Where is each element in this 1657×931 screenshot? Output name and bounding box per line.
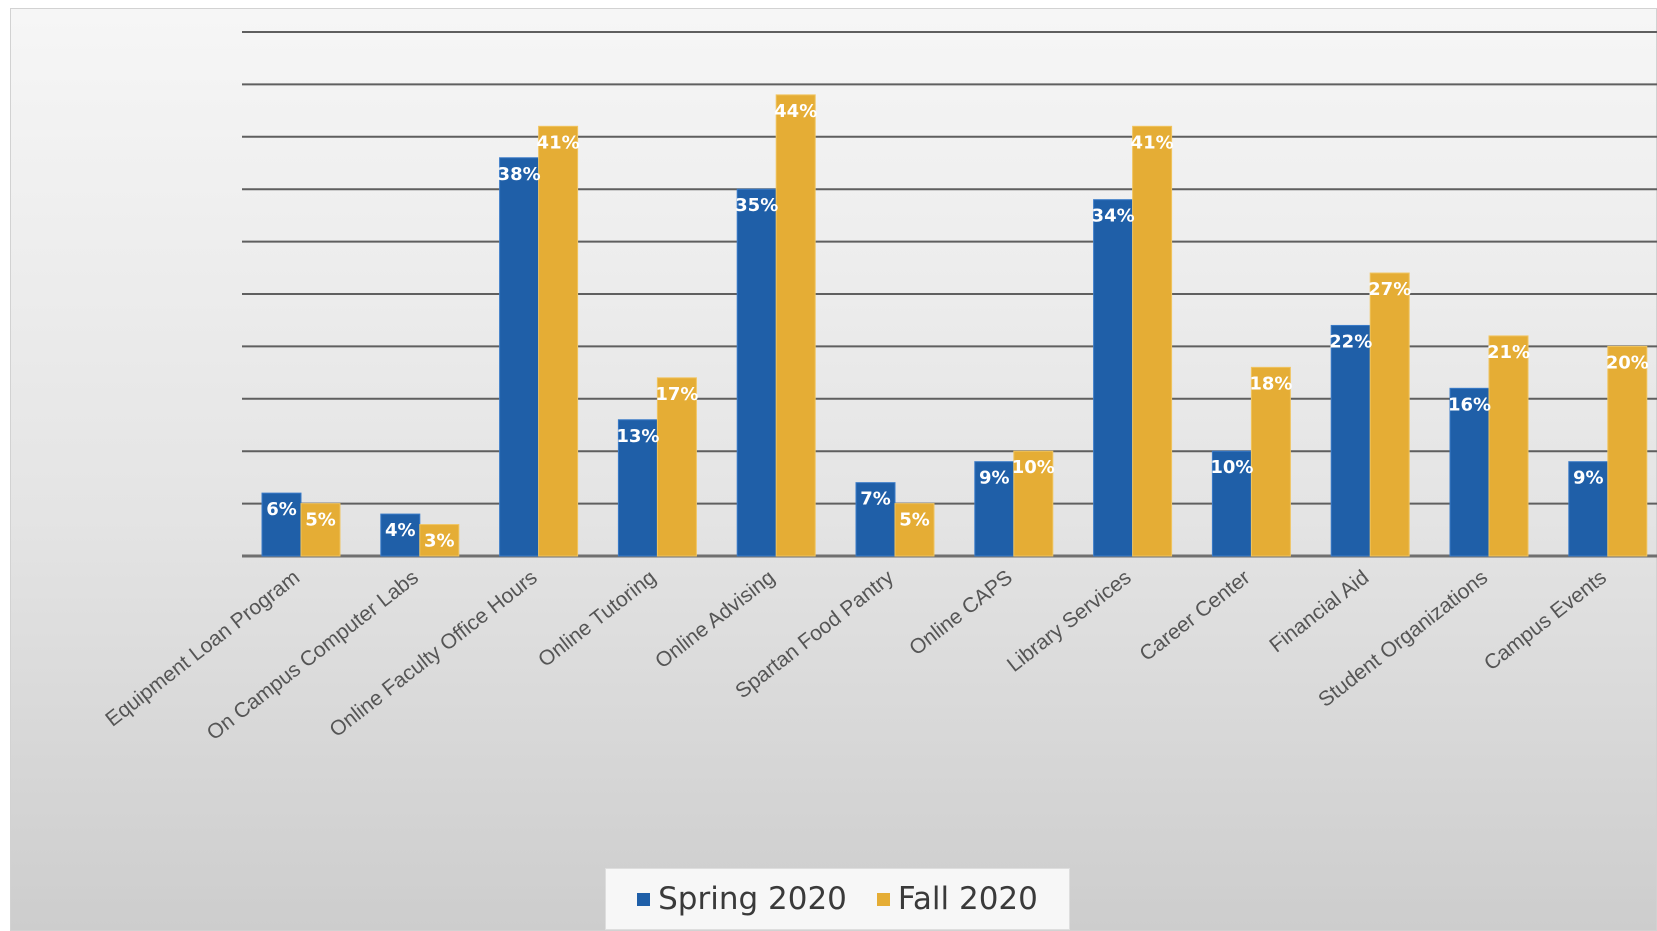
bar-fall (1250, 366, 1291, 557)
data-label: 34% (1092, 206, 1135, 227)
data-label: 13% (616, 426, 659, 447)
x-tick-label: Equipment Loan Program (101, 566, 304, 731)
data-label: 27% (1368, 279, 1411, 300)
legend: Spring 2020 Fall 2020 (605, 868, 1070, 930)
bar-fall (538, 125, 579, 557)
data-label: 10% (1012, 457, 1055, 478)
data-label: 44% (774, 101, 817, 122)
bar-fall (775, 94, 816, 557)
bar-spring (261, 492, 302, 557)
legend-label-fall: Fall 2020 (897, 881, 1038, 917)
bar-fall (1132, 125, 1173, 557)
data-label: 4% (385, 520, 416, 541)
data-label: 17% (655, 384, 698, 405)
bar-spring (380, 513, 421, 557)
x-tick-label: Online Advising (651, 566, 779, 673)
data-labels: 6% 5% 4% 3%38%41%13%17%35%44%7%5%9% 10%34%41… (266, 101, 1649, 552)
data-label: 41% (537, 132, 580, 153)
x-tick-label: Online Faculty Office Hours (325, 566, 541, 742)
x-tick-label: Online Tutoring (534, 566, 660, 672)
data-label: 18% (1249, 373, 1292, 394)
data-label: 21% (1487, 342, 1530, 363)
bar-spring (1093, 199, 1134, 557)
bar-spring (617, 419, 658, 557)
data-label: 3% (424, 531, 455, 552)
data-label: 35% (735, 195, 778, 216)
bar-fall (1488, 335, 1529, 557)
bar-fall (1013, 450, 1054, 557)
bar-fall (894, 503, 935, 557)
bar-spring (1330, 324, 1371, 557)
bars (261, 94, 1648, 557)
legend-swatch-fall (876, 892, 890, 906)
data-label: 7% (860, 489, 891, 510)
data-label: 38% (498, 164, 541, 185)
data-label: 22% (1329, 331, 1372, 352)
bar-spring (1568, 461, 1609, 557)
bar-fall (1369, 272, 1410, 557)
legend-item-fall: Fall 2020 (876, 881, 1038, 917)
data-label: 6% (266, 499, 297, 520)
gridlines (242, 31, 1657, 558)
data-label: 9% (1573, 468, 1604, 489)
bar-spring (1211, 450, 1252, 557)
x-tick-label: Financial Aid (1265, 566, 1373, 657)
x-tick-label: Online CAPS (905, 566, 1017, 660)
bar-spring (499, 157, 540, 557)
x-tick-label: Campus Events (1480, 566, 1611, 675)
data-label: 5% (899, 510, 930, 531)
x-tick-label: Library Services (1003, 566, 1136, 677)
data-label: 41% (1131, 132, 1174, 153)
bar-spring (1449, 387, 1490, 557)
legend-item-spring: Spring 2020 (637, 881, 847, 917)
data-label: 9% (979, 468, 1010, 489)
data-label: 20% (1606, 352, 1649, 373)
bar-fall (419, 524, 460, 557)
bar-spring (736, 188, 777, 557)
bar-spring (974, 461, 1015, 557)
x-tick-label: Career Center (1135, 566, 1254, 666)
legend-swatch-spring (637, 892, 651, 906)
data-label: 16% (1448, 394, 1491, 415)
x-tick-label: On Campus Computer Labs (203, 566, 423, 745)
legend-label-spring: Spring 2020 (658, 881, 847, 917)
data-label: 5% (305, 510, 336, 531)
bar-fall (300, 503, 341, 557)
data-label: 10% (1210, 457, 1253, 478)
bar-fall (1607, 345, 1648, 557)
bar-fall (656, 377, 697, 557)
